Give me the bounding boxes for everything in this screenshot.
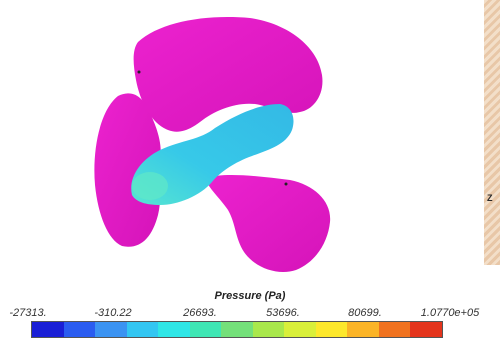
legend-title: Pressure (Pa) [0, 290, 500, 302]
legend-tick-label: 1.0770e+05 [421, 307, 479, 319]
legend-tick-label: 26693. [183, 307, 217, 319]
legend-color-segment [158, 322, 190, 337]
hub-tip [132, 172, 168, 200]
legend-color-segment [284, 322, 316, 337]
propeller-blade-top [134, 17, 323, 132]
legend-tick-labels: -27313. -310.22 26693. 53696. 80699. 1.0… [0, 307, 500, 321]
pressure-legend: Pressure (Pa) -27313. -310.22 26693. 536… [0, 290, 500, 349]
legend-color-segment [316, 322, 348, 337]
legend-color-segment [347, 322, 379, 337]
legend-color-segment [95, 322, 127, 337]
legend-color-segment [32, 322, 64, 337]
legend-color-segment [379, 322, 411, 337]
side-panel [484, 0, 500, 265]
legend-tick-label: -310.22 [94, 307, 131, 319]
propeller-blade-bottom [205, 175, 330, 272]
legend-tick-label: 53696. [266, 307, 300, 319]
legend-color-segment [127, 322, 159, 337]
legend-color-segment [64, 322, 96, 337]
legend-tick-label: 80699. [348, 307, 382, 319]
legend-color-segment [410, 322, 442, 337]
mesh-marker [285, 183, 288, 186]
mesh-marker [138, 71, 141, 74]
propeller-model[interactable] [0, 0, 500, 290]
legend-color-bar [31, 321, 443, 338]
legend-color-segment [221, 322, 253, 337]
legend-color-segment [190, 322, 222, 337]
legend-tick-label: -27313. [9, 307, 46, 319]
legend-color-segment [253, 322, 285, 337]
axis-triad-z-label: Z [487, 193, 493, 203]
